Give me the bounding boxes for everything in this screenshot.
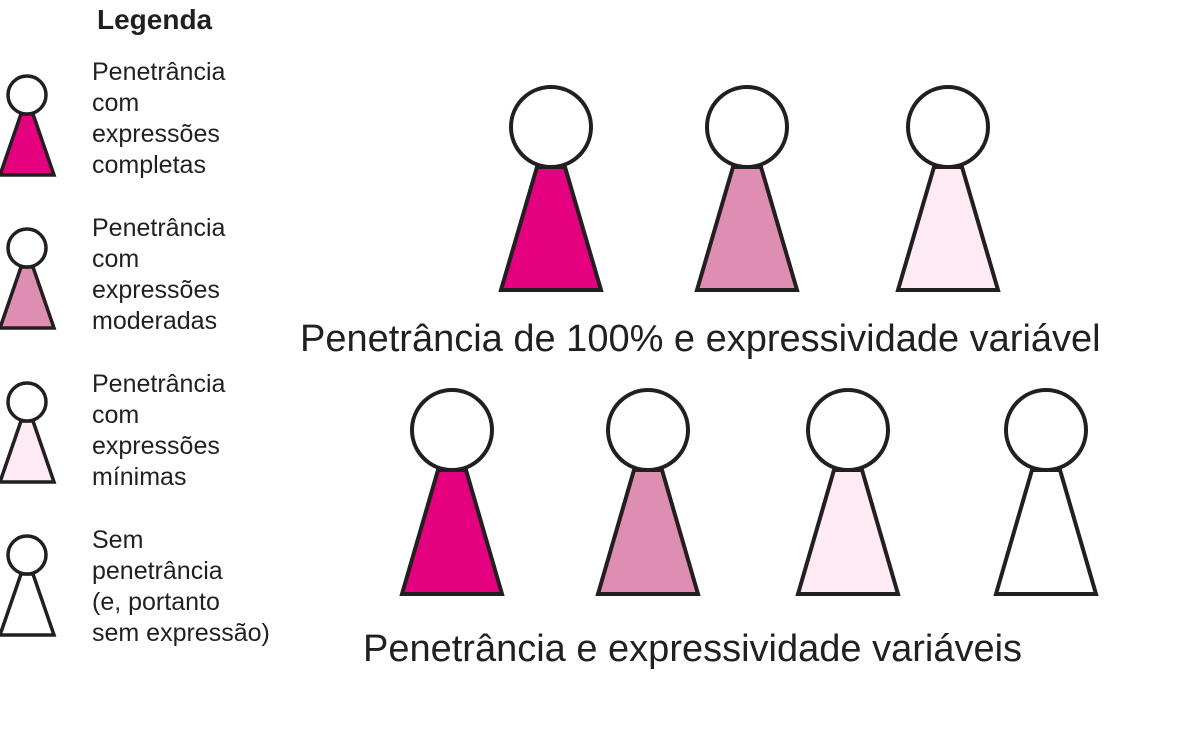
legend-title: Legenda [97,4,213,35]
legend-pawn-full-head [6,74,48,116]
legend-pawn-full-body [0,112,57,177]
group1-pawn-moderate [694,85,800,292]
group1-pawn-moderate-head [705,85,789,169]
caption-variable-penetrance: Penetrância e expressividade variáveis [363,628,1023,670]
group2-pawn-full [399,388,505,596]
legend-pawn-none [0,534,57,637]
legend-pawn-moderate-head [6,227,48,269]
legend-pawn-none-body [0,572,57,637]
legend-label-full-expression: Penetrância com expressões completas [92,58,226,179]
group2-pawn-minimal-head [806,388,890,472]
legend-pawn-minimal-head [6,381,48,423]
group2-pawn-moderate-body [595,468,701,596]
group2-pawn-minimal-body [795,468,901,596]
legend-label-moderate-expression: Penetrância com expressões moderadas [92,214,226,335]
legend-pawn-minimal [0,381,57,484]
group1-pawn-full-head [509,85,593,169]
legend-pawn-moderate [0,227,57,330]
legend-label-minimal-expression: Penetrância com expressões mínimas [92,370,226,491]
group2-pawn-moderate-head [606,388,690,472]
group1-pawn-minimal-body [895,165,1001,292]
group2-pawn-none-body [993,468,1099,596]
group2-pawn-minimal [795,388,901,596]
group2-pawn-moderate [595,388,701,596]
legend-label-no-penetrance: Sem penetrância (e, portanto sem express… [92,526,270,647]
legend-pawn-minimal-body [0,419,57,484]
caption-full-penetrance: Penetrância de 100% e expressividade var… [300,318,1101,360]
legend-pawn-moderate-body [0,265,57,330]
group2-pawn-none [993,388,1099,596]
group2-pawn-full-body [399,468,505,596]
legend-pawn-full [0,74,57,177]
group1-pawn-minimal [895,85,1001,292]
group1-pawn-full-body [498,165,604,292]
group1-pawn-minimal-head [906,85,990,169]
group2-pawn-full-head [410,388,494,472]
group1-pawn-full [498,85,604,292]
group1-pawn-moderate-body [694,165,800,292]
group2-pawn-none-head [1004,388,1088,472]
legend-pawn-none-head [6,534,48,576]
